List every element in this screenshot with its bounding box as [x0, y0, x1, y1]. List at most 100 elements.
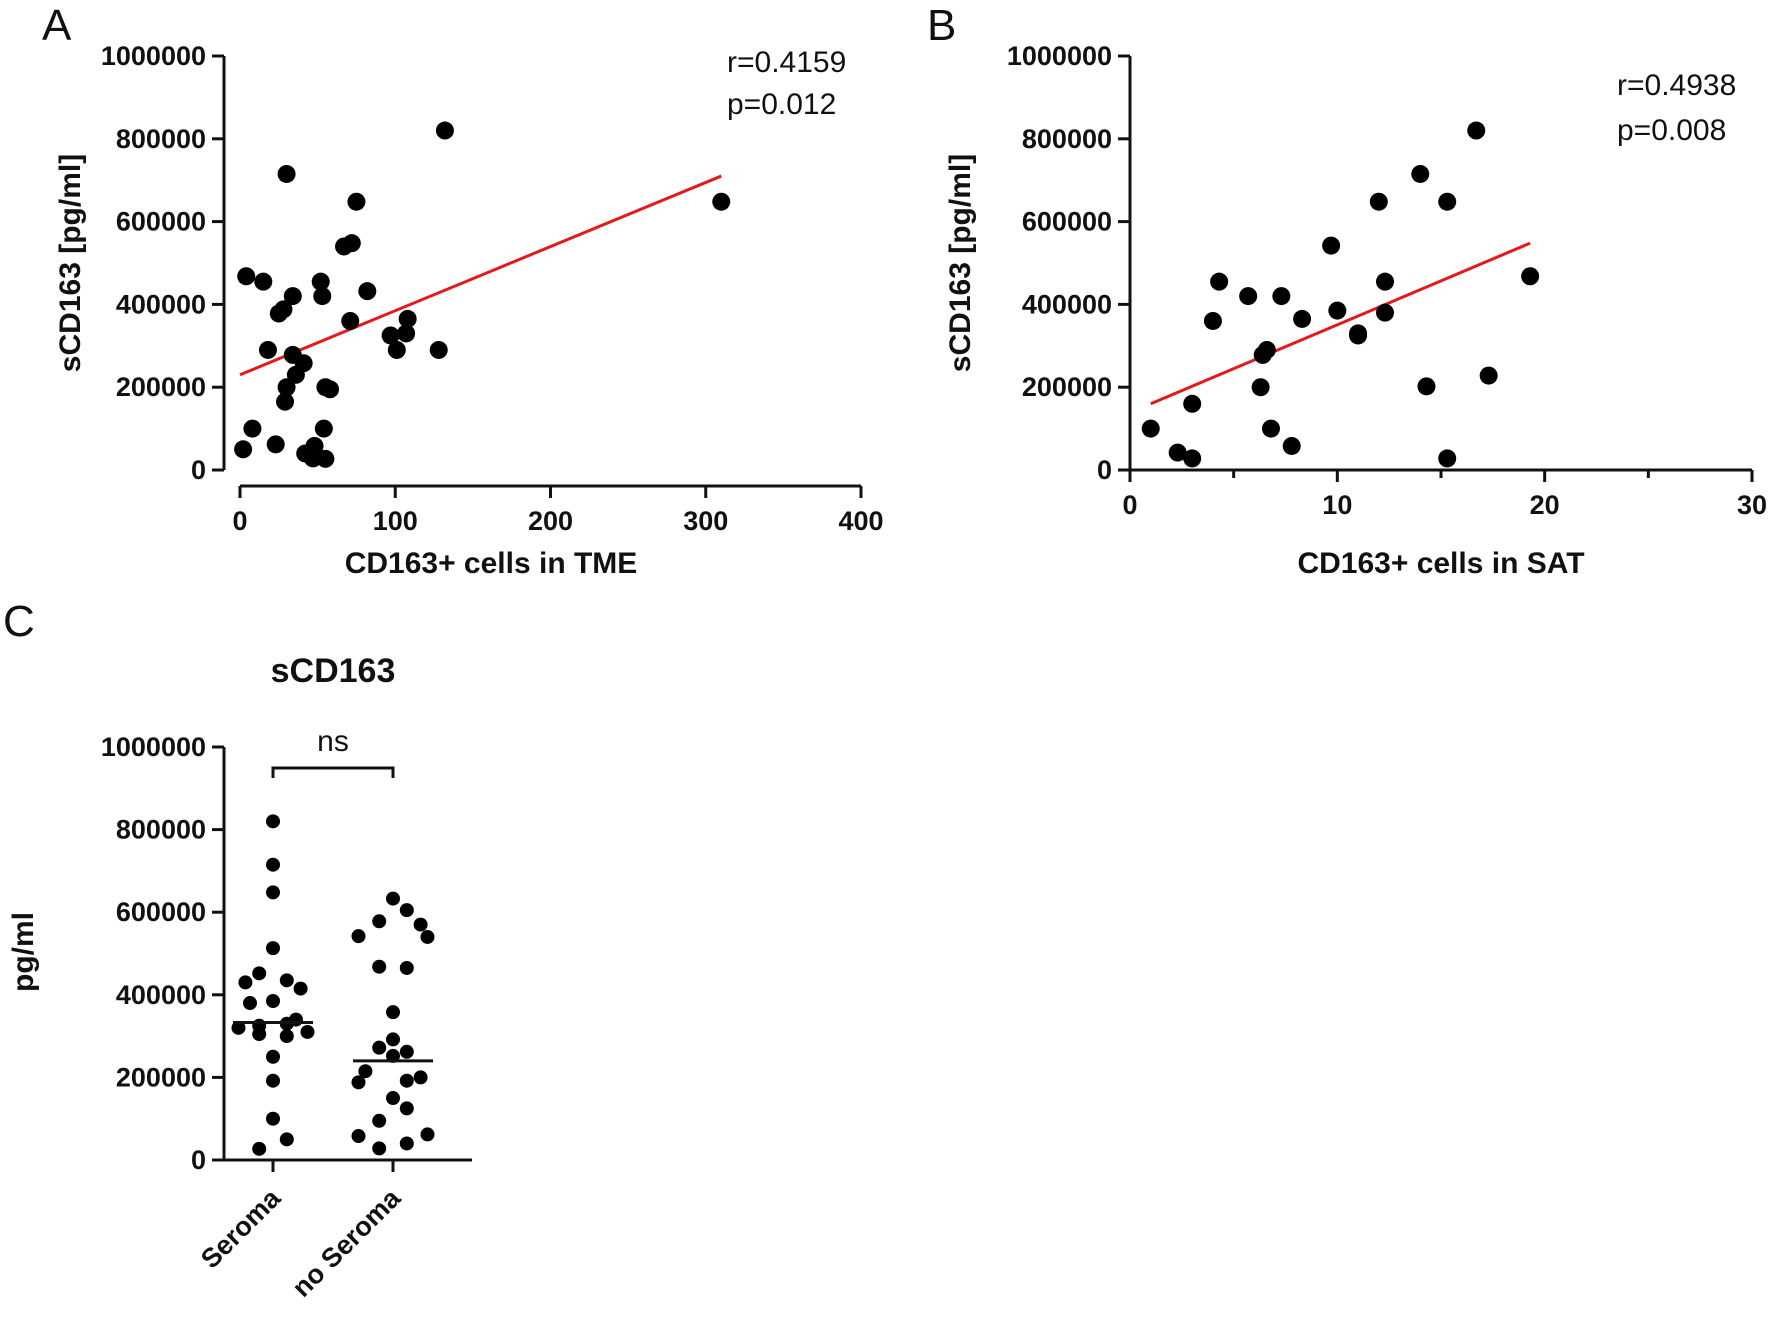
- y-tick-label-c: 1000000: [101, 732, 206, 762]
- data-point: [372, 914, 387, 929]
- y-tick-label-c: 600000: [116, 897, 206, 927]
- data-point: [313, 287, 332, 306]
- data-point: [341, 311, 360, 330]
- x-tick-label-b: 20: [1530, 490, 1560, 520]
- data-point: [398, 309, 417, 328]
- y-axis-title-c: pg/ml: [7, 912, 40, 992]
- data-point: [372, 1141, 387, 1156]
- correlation-r-a: r=0.4159: [727, 46, 846, 79]
- data-point: [316, 449, 335, 468]
- data-point: [381, 326, 400, 345]
- panel-label-a: A: [42, 1, 72, 50]
- data-point: [1376, 272, 1395, 291]
- scatter-points-a: [234, 121, 731, 468]
- data-point: [243, 419, 262, 438]
- data-point: [266, 1049, 280, 1064]
- data-point: [1168, 443, 1187, 462]
- y-tick-label-a: 1000000: [101, 41, 206, 71]
- x-tick-label-a: 300: [683, 506, 728, 536]
- y-tick-label-b: 1000000: [1007, 41, 1112, 71]
- data-point: [1438, 449, 1457, 468]
- chart-title-c: sCD163: [271, 652, 396, 690]
- panel-label-b: B: [927, 1, 956, 50]
- data-point: [1203, 311, 1222, 330]
- panel-label-c: C: [3, 597, 35, 646]
- x-tick-label-a: 0: [232, 506, 247, 536]
- data-point: [351, 1129, 366, 1144]
- y-tick-label-a: 600000: [116, 207, 206, 237]
- data-point: [413, 1070, 428, 1085]
- data-point: [399, 1073, 414, 1088]
- data-point: [277, 164, 296, 183]
- data-point: [276, 392, 295, 411]
- data-point: [254, 272, 273, 291]
- data-point: [420, 1127, 435, 1142]
- data-point: [266, 814, 280, 829]
- regression-line-segment: [239, 174, 722, 377]
- data-point: [300, 1024, 315, 1039]
- data-point: [413, 917, 428, 932]
- data-point: [1328, 301, 1347, 320]
- x-tick-label-b: 10: [1322, 490, 1352, 520]
- y-axis-title-b: sCD163 [pg/ml]: [944, 154, 977, 372]
- y-tick-label-a: 400000: [116, 289, 206, 319]
- data-point: [1349, 324, 1368, 343]
- data-point: [399, 903, 414, 918]
- panel-b: B 0 200000 400000 600000 800000 1000000 0 10 20 3…: [927, 1, 1767, 580]
- x-axis-title-a: CD163+ cells in TME: [345, 547, 638, 580]
- data-point: [294, 354, 313, 373]
- data-point: [252, 966, 267, 981]
- y-tick-label-c: 200000: [116, 1062, 206, 1092]
- regression-line-b: [1150, 241, 1531, 406]
- y-tick-label-c: 800000: [116, 815, 206, 845]
- y-tick-label-a: 800000: [116, 124, 206, 154]
- data-point: [266, 993, 280, 1008]
- significance-label: ns: [317, 725, 349, 758]
- data-point: [420, 929, 435, 944]
- data-point: [266, 435, 285, 454]
- data-point: [1376, 303, 1395, 322]
- data-point: [435, 121, 454, 140]
- data-point: [358, 1064, 373, 1079]
- y-tick-label-b: 200000: [1022, 372, 1112, 402]
- data-point: [237, 267, 256, 286]
- data-point: [274, 300, 293, 319]
- data-point: [399, 1101, 414, 1116]
- regression-line-a: [239, 174, 722, 377]
- data-point: [1210, 272, 1229, 291]
- data-point: [1261, 419, 1280, 438]
- data-point: [1479, 366, 1498, 385]
- data-point: [279, 1029, 294, 1044]
- p-value-a: p=0.012: [727, 88, 836, 121]
- data-point: [243, 996, 257, 1011]
- data-point: [1239, 287, 1258, 306]
- data-point: [266, 1073, 280, 1088]
- y-tick-label-b: 0: [1097, 455, 1112, 485]
- data-point: [1322, 236, 1341, 255]
- data-point: [279, 1132, 294, 1147]
- data-point: [293, 981, 308, 996]
- data-point: [314, 419, 333, 438]
- p-value-b: p=0.008: [1617, 114, 1726, 147]
- data-point: [321, 380, 340, 399]
- data-point: [1251, 378, 1270, 397]
- data-point: [1272, 287, 1291, 306]
- median-lines-c: [233, 1020, 433, 1063]
- data-point: [386, 1091, 400, 1106]
- data-point: [311, 272, 330, 291]
- panel-a: A 0 200000 400000 600000 800000 1000000 0 100 20…: [42, 1, 884, 580]
- data-point: [1467, 121, 1486, 140]
- data-point: [305, 436, 324, 455]
- data-point: [386, 1005, 400, 1020]
- data-point: [266, 857, 280, 872]
- significance-bracket: [271, 766, 395, 778]
- category-label-no-seroma: no Seroma: [286, 1182, 407, 1303]
- data-point: [266, 941, 280, 956]
- x-tick-label-a: 100: [373, 506, 418, 536]
- data-point: [712, 192, 731, 211]
- y-tick-label-b: 800000: [1022, 124, 1112, 154]
- data-point: [397, 324, 416, 343]
- y-tick-label-c: 400000: [116, 980, 206, 1010]
- data-point: [231, 1020, 246, 1035]
- data-point: [399, 1044, 414, 1059]
